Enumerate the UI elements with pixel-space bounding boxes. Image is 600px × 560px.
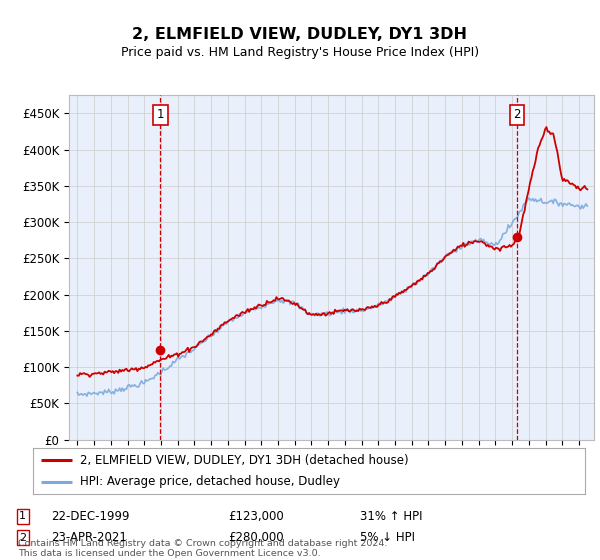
Text: £280,000: £280,000 [228,531,284,544]
Text: 5% ↓ HPI: 5% ↓ HPI [360,531,415,544]
Text: 2, ELMFIELD VIEW, DUDLEY, DY1 3DH: 2, ELMFIELD VIEW, DUDLEY, DY1 3DH [133,27,467,42]
Text: 23-APR-2021: 23-APR-2021 [51,531,127,544]
Text: Price paid vs. HM Land Registry's House Price Index (HPI): Price paid vs. HM Land Registry's House … [121,46,479,59]
Text: HPI: Average price, detached house, Dudley: HPI: Average price, detached house, Dudl… [80,475,340,488]
Text: 31% ↑ HPI: 31% ↑ HPI [360,510,422,523]
Text: 1: 1 [19,511,26,521]
Text: 2: 2 [514,108,521,122]
Text: 22-DEC-1999: 22-DEC-1999 [51,510,130,523]
Text: 2: 2 [19,533,26,543]
Text: 1: 1 [157,108,164,122]
Text: £123,000: £123,000 [228,510,284,523]
Text: Contains HM Land Registry data © Crown copyright and database right 2024.
This d: Contains HM Land Registry data © Crown c… [18,539,388,558]
Text: 2, ELMFIELD VIEW, DUDLEY, DY1 3DH (detached house): 2, ELMFIELD VIEW, DUDLEY, DY1 3DH (detac… [80,454,409,467]
